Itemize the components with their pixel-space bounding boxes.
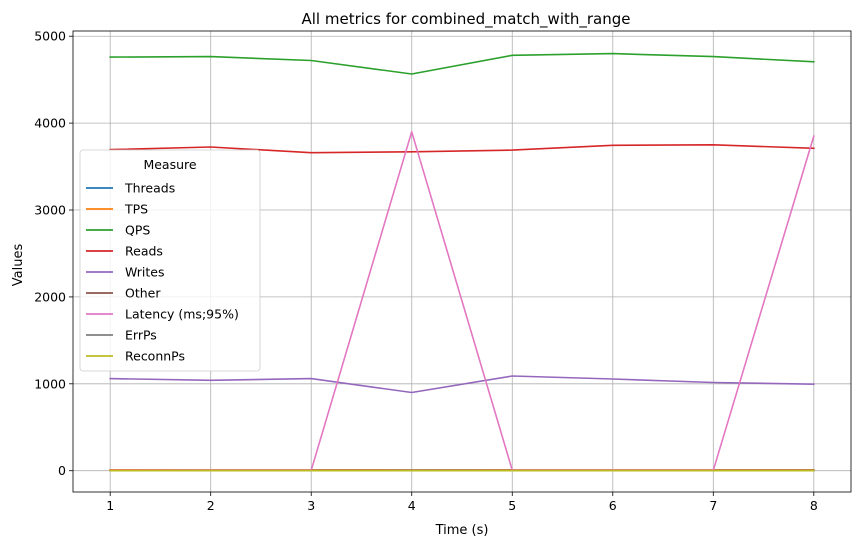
chart-title: All metrics for combined_match_with_rang… <box>301 10 630 29</box>
y-tick-label: 1000 <box>34 376 66 391</box>
series-line-writes <box>109 375 815 394</box>
y-tick-label: 0 <box>58 463 66 478</box>
series-line-reads <box>109 144 815 154</box>
y-axis-ticks: 0 1000 2000 3000 4000 5000 <box>34 29 73 478</box>
legend-label-reconnps: ReconnPs <box>125 349 185 364</box>
x-tick-label: 4 <box>408 498 416 513</box>
legend-label-threads: Threads <box>124 181 175 196</box>
legend-label-other: Other <box>125 286 161 301</box>
y-tick-label: 2000 <box>34 289 66 304</box>
x-tick-label: 1 <box>106 498 114 513</box>
x-tick-label: 3 <box>307 498 315 513</box>
legend-box <box>79 149 261 372</box>
x-tick-label: 8 <box>810 498 818 513</box>
legend-items: Threads TPS QPS Reads Writes Other Latency (ms… <box>86 181 239 364</box>
x-axis-ticks: 1 2 3 4 5 6 7 8 <box>106 492 818 513</box>
legend-label-writes: Writes <box>125 265 165 280</box>
y-axis-label: Values <box>11 244 26 287</box>
legend-label-latency-ms-95: Latency (ms;95%) <box>125 307 239 322</box>
plot-frame <box>72 30 852 493</box>
legend-label-qps: QPS <box>125 223 150 238</box>
legend-title: Measure <box>143 157 196 172</box>
x-tick-label: 2 <box>207 498 215 513</box>
y-tick-label: 4000 <box>34 116 66 131</box>
legend-label-errps: ErrPs <box>125 328 157 343</box>
x-axis-label: Time (s) <box>435 523 489 538</box>
x-tick-label: 6 <box>609 498 617 513</box>
x-tick-label: 5 <box>508 498 516 513</box>
legend: Measure Threads TPS QPS Reads Writes Other Lat… <box>79 149 261 372</box>
y-tick-label: 3000 <box>34 203 66 218</box>
legend-label-tps: TPS <box>124 202 148 217</box>
series-line-qps <box>109 52 815 75</box>
legend-label-reads: Reads <box>125 244 163 259</box>
series-lines <box>109 52 815 472</box>
y-tick-label: 5000 <box>34 29 66 44</box>
x-tick-label: 7 <box>709 498 717 513</box>
